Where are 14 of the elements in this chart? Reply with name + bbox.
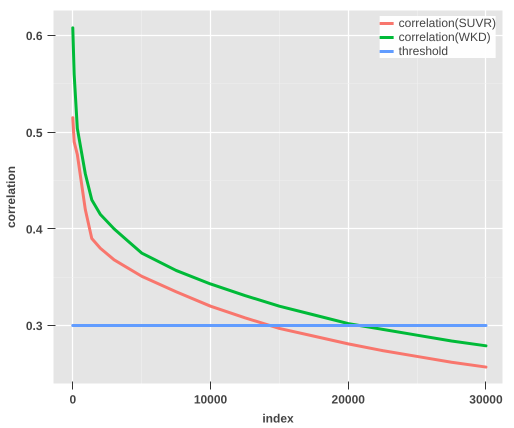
y-tick-label: 0.5	[26, 126, 43, 140]
legend-label: correlation(WKD)	[398, 30, 491, 44]
x-tick-label: 10000	[194, 392, 228, 406]
y-tick-label: 0.4	[26, 222, 43, 236]
x-tick-label: 20000	[332, 392, 366, 406]
line-series	[71, 116, 488, 369]
x-axis-title: index	[262, 412, 294, 426]
y-tick-label: 0.6	[26, 29, 43, 44]
y-tick-label: 0.3	[26, 319, 43, 334]
y-axis-title: correlation	[4, 166, 18, 228]
legend-label: correlation(SUVR)	[398, 16, 496, 30]
legend-label: threshold	[398, 44, 448, 58]
x-tick-label: 0	[69, 392, 76, 406]
x-tick-label: 30000	[469, 392, 503, 406]
